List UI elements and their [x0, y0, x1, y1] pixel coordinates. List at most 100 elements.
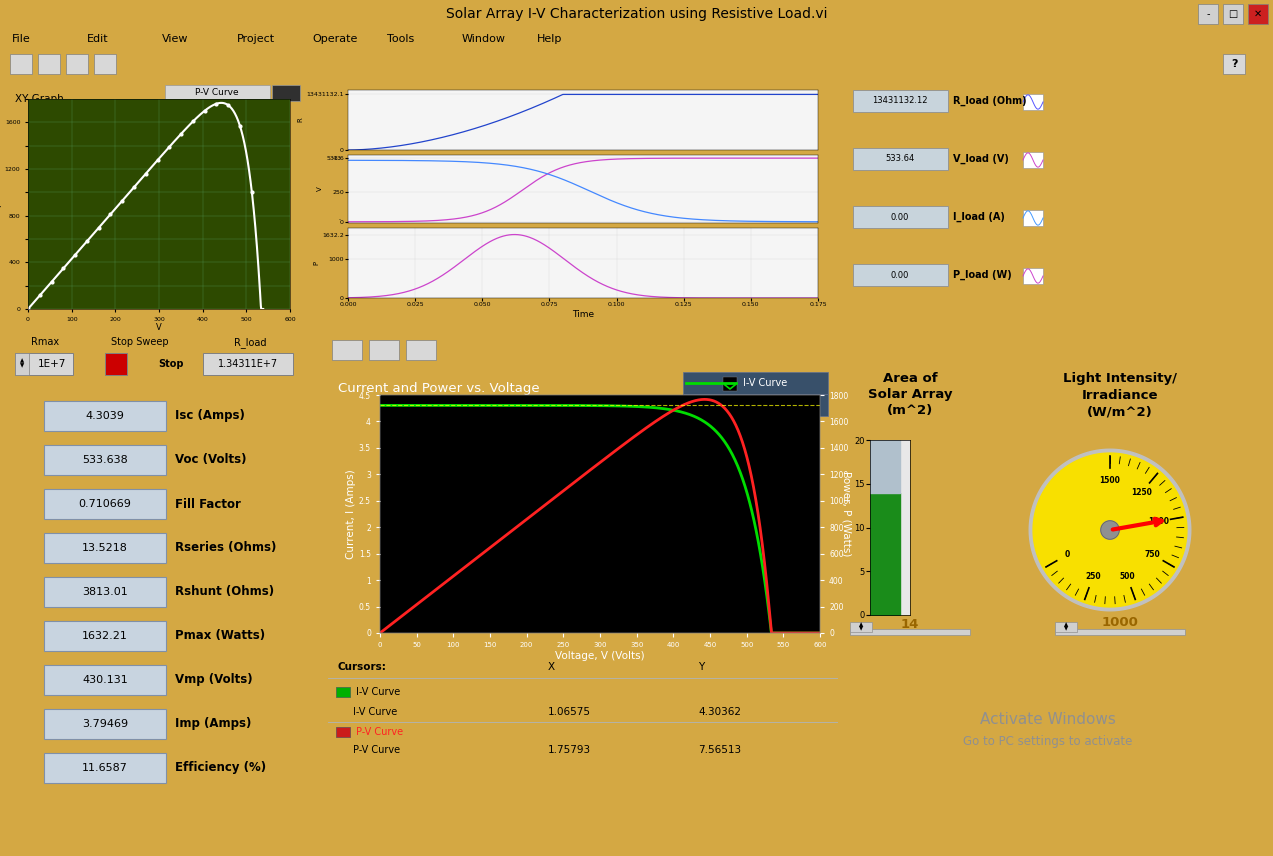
Text: V_load (V): V_load (V): [953, 154, 1009, 164]
Y-axis label: V: V: [317, 187, 323, 192]
Bar: [272, 85, 300, 101]
Text: 13431132.12: 13431132.12: [872, 97, 928, 105]
Text: 430.131: 430.131: [83, 675, 127, 685]
Bar: [1055, 622, 1077, 632]
Text: Area of: Area of: [882, 372, 937, 385]
Polygon shape: [1034, 453, 1186, 607]
Text: ▲
▼: ▲ ▼: [1064, 622, 1068, 632]
Text: Solar Array: Solar Array: [868, 388, 952, 401]
Bar: [66, 54, 88, 74]
Bar: [853, 90, 948, 112]
Text: 7.56513: 7.56513: [698, 745, 741, 755]
Text: 1.06575: 1.06575: [547, 707, 591, 717]
Text: Edit: Edit: [87, 34, 108, 44]
Text: P-V Curve: P-V Curve: [356, 727, 404, 737]
Text: Isc (Amps): Isc (Amps): [174, 409, 244, 423]
X-axis label: V: V: [157, 323, 162, 332]
Text: 1500: 1500: [1100, 476, 1120, 485]
Text: P-V Curve: P-V Curve: [743, 400, 791, 410]
Text: 250: 250: [1086, 572, 1101, 580]
Text: Imp (Amps): Imp (Amps): [174, 717, 251, 730]
X-axis label: Time: Time: [572, 310, 594, 319]
Text: Stop Sweep: Stop Sweep: [111, 337, 169, 347]
Text: 1250: 1250: [1132, 488, 1152, 496]
Bar: [406, 340, 435, 360]
Text: View: View: [162, 34, 188, 44]
Text: 14: 14: [901, 619, 919, 632]
Text: ▲
▼: ▲ ▼: [859, 622, 863, 632]
Text: 1E+7: 1E+7: [38, 359, 66, 369]
Text: (W/m^2): (W/m^2): [1087, 406, 1153, 419]
Bar: [853, 148, 948, 170]
Text: 0.00: 0.00: [891, 212, 909, 222]
X-axis label: Voltage, V (Volts): Voltage, V (Volts): [555, 651, 645, 661]
FancyBboxPatch shape: [45, 533, 165, 563]
Text: I-V Curve: I-V Curve: [743, 378, 787, 388]
Text: I_load (A): I_load (A): [953, 212, 1004, 223]
Text: Irradiance: Irradiance: [1082, 389, 1158, 402]
Bar: [1198, 4, 1218, 24]
Bar: [94, 54, 116, 74]
Bar: [336, 687, 350, 697]
Text: 1.75793: 1.75793: [547, 745, 591, 755]
Bar: [723, 399, 737, 413]
Text: Project: Project: [237, 34, 275, 44]
Text: Pmax (Watts): Pmax (Watts): [174, 629, 265, 643]
Text: 1.34311E+7: 1.34311E+7: [218, 359, 278, 369]
Text: X: X: [547, 662, 555, 672]
Bar: [336, 687, 350, 697]
Bar: [1055, 629, 1185, 635]
Text: 533.638: 533.638: [83, 455, 127, 465]
Text: 0.710669: 0.710669: [79, 499, 131, 509]
Bar: [336, 727, 350, 737]
Text: 1632.21: 1632.21: [81, 631, 129, 641]
Text: 13.5218: 13.5218: [81, 543, 129, 553]
Text: Rmax: Rmax: [31, 337, 59, 347]
Text: P_load (W): P_load (W): [953, 270, 1012, 280]
Text: 750: 750: [1144, 550, 1161, 559]
Text: Efficiency (%): Efficiency (%): [174, 762, 266, 775]
Text: Tools: Tools: [387, 34, 414, 44]
FancyBboxPatch shape: [45, 753, 165, 783]
Text: -: -: [339, 217, 341, 223]
FancyBboxPatch shape: [45, 445, 165, 475]
Text: R_load: R_load: [234, 337, 266, 348]
Bar: [1248, 4, 1268, 24]
Bar: [369, 340, 398, 360]
Text: 4.30362: 4.30362: [698, 707, 741, 717]
Text: Cursors:: Cursors:: [339, 662, 387, 672]
Y-axis label: P: P: [0, 201, 4, 206]
Text: Y: Y: [698, 662, 704, 672]
Text: Rshunt (Ohms): Rshunt (Ohms): [174, 586, 274, 598]
Text: Vmp (Volts): Vmp (Volts): [174, 674, 252, 687]
Bar: [15, 353, 29, 375]
Text: I-V Curve: I-V Curve: [356, 687, 400, 697]
Text: ✕: ✕: [1254, 9, 1262, 19]
Bar: [336, 727, 350, 737]
Text: XY Graph: XY Graph: [15, 94, 64, 104]
Text: 3.79469: 3.79469: [81, 719, 129, 729]
Bar: [15, 353, 73, 375]
Y-axis label: R: R: [298, 117, 303, 122]
Bar: [202, 353, 293, 375]
Text: 0: 0: [1064, 550, 1071, 559]
Text: Fill Factor: Fill Factor: [174, 497, 241, 510]
Bar: [104, 353, 127, 375]
Bar: [850, 622, 872, 632]
Text: □: □: [1228, 9, 1237, 19]
Text: Stop: Stop: [158, 359, 183, 369]
Bar: [1023, 94, 1043, 110]
FancyBboxPatch shape: [45, 709, 165, 739]
Bar: [684, 394, 827, 416]
Bar: [1023, 268, 1043, 284]
Text: 4.3: 4.3: [332, 156, 341, 161]
Bar: [332, 340, 362, 360]
Text: -: -: [1207, 9, 1209, 19]
Text: 1000: 1000: [1101, 615, 1138, 628]
Text: File: File: [11, 34, 31, 44]
Bar: [853, 264, 948, 286]
Text: Light Intensity/: Light Intensity/: [1063, 372, 1178, 385]
Bar: [1023, 152, 1043, 168]
Polygon shape: [1030, 449, 1190, 611]
Bar: [1223, 4, 1242, 24]
